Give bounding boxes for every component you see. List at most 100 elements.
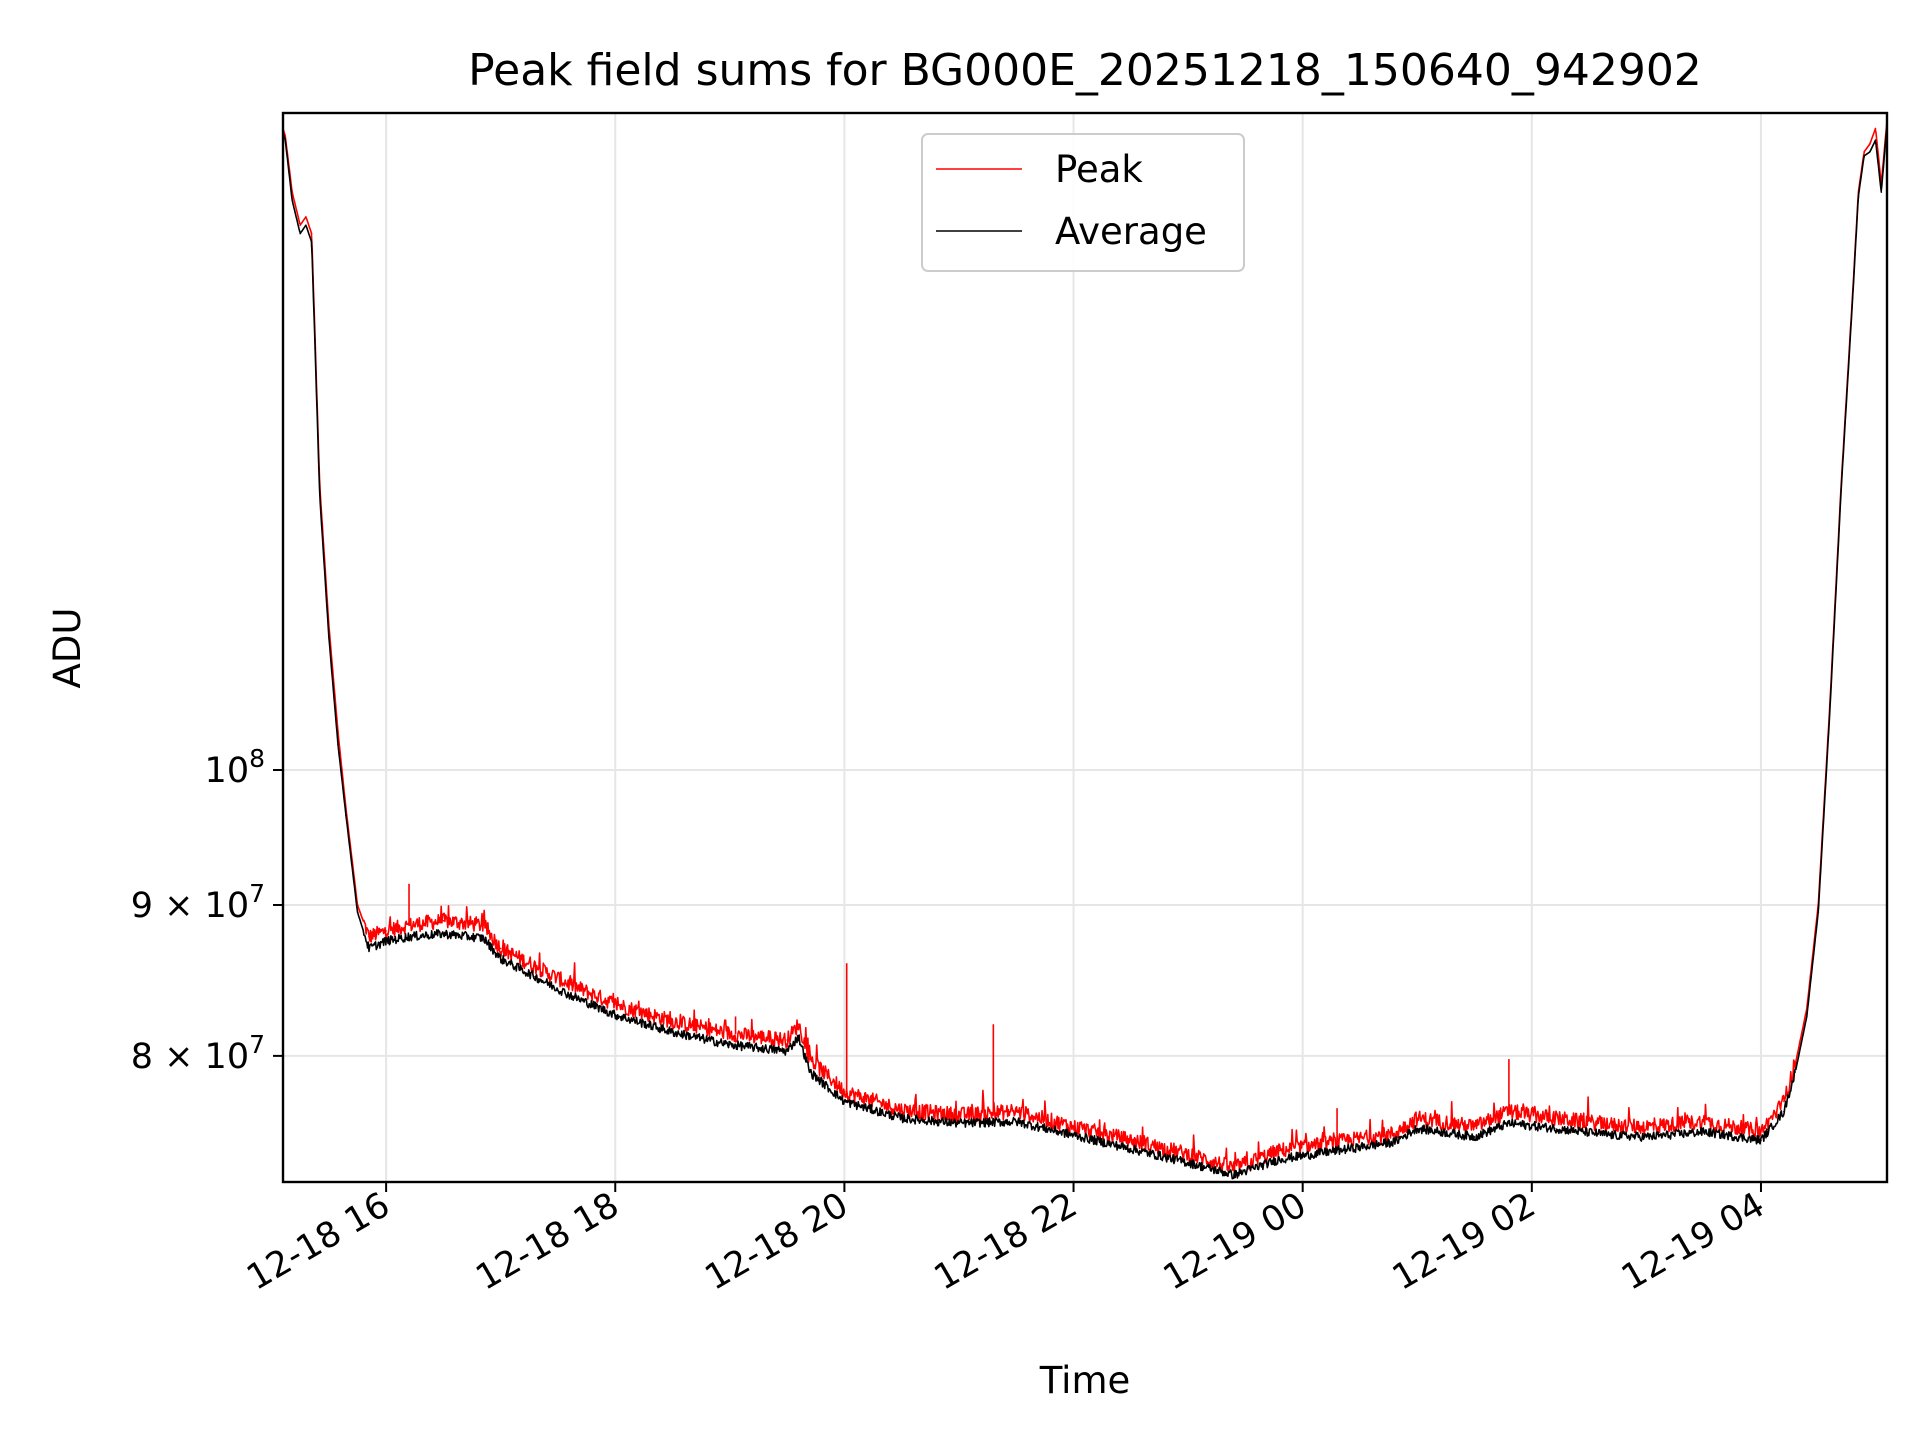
average-point bbox=[534, 975, 536, 978]
peak-point bbox=[1279, 1149, 1281, 1152]
average-point bbox=[1874, 139, 1877, 141]
average-point bbox=[1817, 911, 1820, 913]
average-point bbox=[1611, 1134, 1613, 1136]
average-point bbox=[1336, 1149, 1338, 1152]
average-point bbox=[1702, 1131, 1705, 1133]
peak-point bbox=[797, 1023, 800, 1025]
peak-point bbox=[1416, 1117, 1419, 1119]
average-point bbox=[442, 933, 445, 935]
peak-point bbox=[385, 930, 387, 932]
average-point bbox=[1794, 1071, 1797, 1073]
peak-point bbox=[1869, 143, 1871, 145]
peak-point bbox=[671, 1020, 674, 1022]
peak-point bbox=[1645, 1125, 1648, 1128]
peak-point bbox=[482, 924, 485, 926]
peak-point bbox=[843, 1090, 846, 1093]
average-point bbox=[328, 635, 330, 638]
average-point bbox=[797, 1036, 800, 1038]
peak-point bbox=[1760, 1131, 1762, 1133]
average-point bbox=[284, 139, 287, 141]
average-point bbox=[809, 1071, 811, 1073]
y-tick-label-exponent: 8 bbox=[249, 744, 265, 773]
average-point bbox=[1393, 1141, 1396, 1143]
peak-point bbox=[958, 1114, 960, 1116]
peak-point bbox=[305, 216, 307, 218]
average-point bbox=[958, 1122, 960, 1125]
peak-point bbox=[1553, 1117, 1556, 1119]
average-point bbox=[385, 940, 387, 942]
average-point bbox=[1015, 1120, 1018, 1123]
peak-point bbox=[1233, 1167, 1235, 1169]
peak-point bbox=[729, 1032, 731, 1035]
average-point bbox=[1880, 191, 1883, 193]
average-point bbox=[786, 1050, 788, 1052]
average-point bbox=[1416, 1127, 1419, 1130]
peak-point bbox=[534, 965, 536, 967]
peak-point bbox=[1863, 151, 1865, 153]
peak-point bbox=[310, 232, 313, 235]
average-point bbox=[305, 224, 307, 226]
plot-frame bbox=[281, 111, 1889, 1184]
peak-point bbox=[1187, 1153, 1189, 1155]
legend: Peak Average bbox=[921, 133, 1245, 272]
average-point bbox=[1279, 1158, 1281, 1160]
average-point bbox=[1760, 1139, 1762, 1142]
y-tick-label-base: 8 × 10 bbox=[131, 1037, 249, 1077]
average-point bbox=[729, 1043, 731, 1046]
chart-title: Peak field sums for BG000E_20251218_1506… bbox=[468, 45, 1702, 96]
average-point bbox=[368, 947, 370, 950]
peak-point bbox=[786, 1039, 788, 1041]
average-point bbox=[843, 1100, 846, 1103]
y-tick-label-base: 10 bbox=[205, 751, 250, 791]
average-point bbox=[337, 743, 339, 746]
grid-layer bbox=[283, 113, 1887, 1182]
peak-point bbox=[442, 919, 445, 922]
average-point bbox=[499, 958, 502, 960]
peak-point bbox=[568, 983, 571, 986]
peak-point bbox=[614, 1003, 617, 1005]
average-point bbox=[671, 1031, 674, 1033]
average-point bbox=[1553, 1127, 1556, 1130]
peak-point bbox=[1130, 1139, 1132, 1142]
peak-point bbox=[1015, 1110, 1018, 1113]
peak-point bbox=[809, 1058, 811, 1060]
average-point bbox=[1828, 712, 1831, 715]
peak-point bbox=[1072, 1125, 1075, 1128]
average-point bbox=[1863, 155, 1865, 157]
average-point bbox=[900, 1117, 903, 1119]
peak-point bbox=[499, 947, 502, 950]
average-point bbox=[299, 232, 302, 235]
y-tick-label-base: 9 × 10 bbox=[131, 886, 249, 926]
peak-point bbox=[1611, 1124, 1613, 1126]
peak-point bbox=[1702, 1120, 1705, 1123]
average-point bbox=[614, 1014, 617, 1016]
average-point bbox=[318, 493, 321, 496]
y-tick-label: 8 × 107 bbox=[131, 1030, 265, 1077]
peak-point bbox=[1783, 1100, 1785, 1103]
legend-label-peak: Peak bbox=[1055, 148, 1143, 191]
peak-point bbox=[368, 935, 370, 938]
y-tick-label-exponent: 7 bbox=[249, 1030, 265, 1059]
peak-point bbox=[1473, 1125, 1476, 1128]
average-point bbox=[345, 814, 347, 817]
average-point bbox=[568, 994, 571, 996]
peak-point bbox=[1794, 1063, 1797, 1065]
x-axis-title: Time bbox=[1039, 1359, 1131, 1402]
average-point bbox=[1645, 1136, 1648, 1138]
series-line-peak bbox=[282, 120, 1888, 1173]
y-axis-title: ADU bbox=[46, 608, 89, 689]
average-point bbox=[1233, 1174, 1235, 1176]
peak-point bbox=[1874, 127, 1877, 130]
y-tick-label: 9 × 107 bbox=[131, 879, 265, 926]
legend-label-average: Average bbox=[1055, 210, 1207, 253]
average-point bbox=[1187, 1161, 1189, 1164]
average-point bbox=[1869, 151, 1871, 153]
average-point bbox=[310, 241, 313, 243]
y-tick-label: 108 bbox=[205, 744, 265, 791]
average-point bbox=[1508, 1122, 1510, 1125]
average-point bbox=[1072, 1134, 1075, 1136]
average-point bbox=[314, 347, 316, 349]
average-point bbox=[482, 937, 485, 939]
peak-point bbox=[299, 224, 302, 226]
